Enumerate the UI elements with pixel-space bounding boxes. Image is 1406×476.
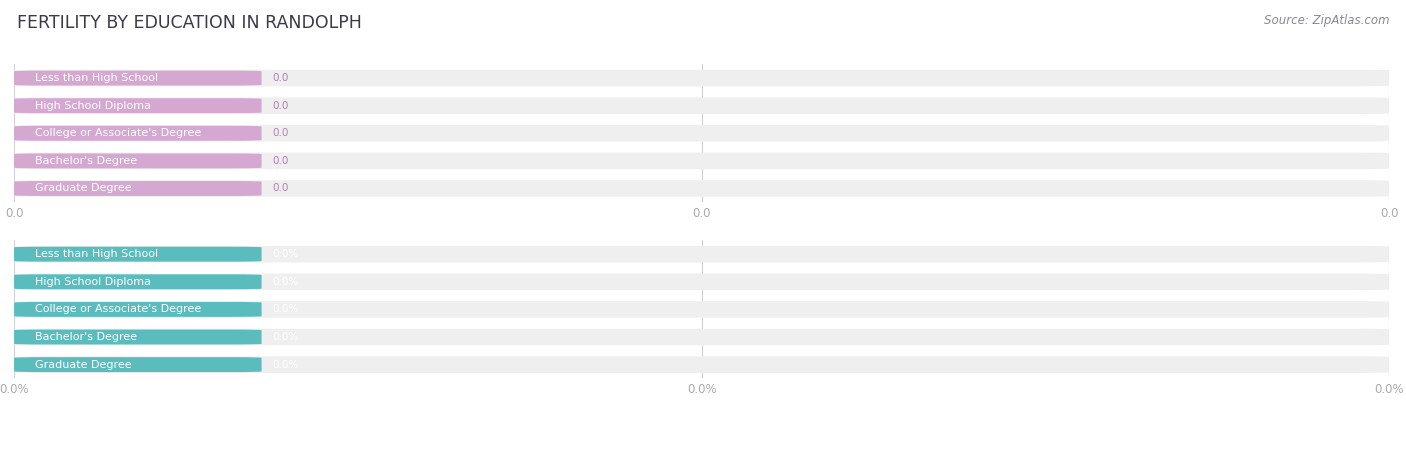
FancyBboxPatch shape: [14, 70, 262, 86]
Text: FERTILITY BY EDUCATION IN RANDOLPH: FERTILITY BY EDUCATION IN RANDOLPH: [17, 14, 361, 32]
FancyBboxPatch shape: [14, 126, 262, 141]
Text: Bachelor's Degree: Bachelor's Degree: [35, 332, 136, 342]
FancyBboxPatch shape: [14, 181, 262, 196]
Text: College or Associate's Degree: College or Associate's Degree: [35, 128, 201, 139]
Text: College or Associate's Degree: College or Associate's Degree: [35, 304, 201, 315]
FancyBboxPatch shape: [14, 302, 262, 317]
Text: Graduate Degree: Graduate Degree: [35, 183, 131, 194]
Text: Bachelor's Degree: Bachelor's Degree: [35, 156, 136, 166]
Text: 0.0%: 0.0%: [273, 304, 299, 315]
Text: Less than High School: Less than High School: [35, 249, 157, 259]
FancyBboxPatch shape: [14, 301, 1389, 317]
Text: Source: ZipAtlas.com: Source: ZipAtlas.com: [1264, 14, 1389, 27]
Text: 0.0: 0.0: [273, 128, 290, 139]
Text: 0.0%: 0.0%: [273, 332, 299, 342]
FancyBboxPatch shape: [14, 98, 1389, 114]
FancyBboxPatch shape: [14, 153, 1389, 169]
Text: 0.0: 0.0: [273, 100, 290, 111]
FancyBboxPatch shape: [14, 153, 262, 169]
FancyBboxPatch shape: [14, 329, 1389, 345]
FancyBboxPatch shape: [14, 274, 1389, 290]
Text: 0.0: 0.0: [273, 73, 290, 83]
FancyBboxPatch shape: [14, 357, 262, 372]
FancyBboxPatch shape: [14, 274, 262, 289]
Text: Less than High School: Less than High School: [35, 73, 157, 83]
Text: High School Diploma: High School Diploma: [35, 277, 150, 287]
Text: 0.0: 0.0: [692, 207, 711, 220]
FancyBboxPatch shape: [14, 329, 262, 345]
FancyBboxPatch shape: [14, 98, 262, 113]
FancyBboxPatch shape: [14, 247, 262, 262]
FancyBboxPatch shape: [14, 246, 1389, 262]
Text: 0.0%: 0.0%: [1374, 383, 1405, 397]
Text: 0.0: 0.0: [4, 207, 24, 220]
Text: 0.0: 0.0: [1379, 207, 1399, 220]
Text: 0.0%: 0.0%: [273, 359, 299, 370]
FancyBboxPatch shape: [14, 357, 1389, 373]
Text: High School Diploma: High School Diploma: [35, 100, 150, 111]
Text: 0.0%: 0.0%: [686, 383, 717, 397]
Text: 0.0%: 0.0%: [273, 277, 299, 287]
Text: 0.0%: 0.0%: [0, 383, 30, 397]
Text: 0.0%: 0.0%: [273, 249, 299, 259]
FancyBboxPatch shape: [14, 125, 1389, 141]
FancyBboxPatch shape: [14, 70, 1389, 86]
FancyBboxPatch shape: [14, 180, 1389, 197]
Text: 0.0: 0.0: [273, 183, 290, 194]
Text: 0.0: 0.0: [273, 156, 290, 166]
Text: Graduate Degree: Graduate Degree: [35, 359, 131, 370]
